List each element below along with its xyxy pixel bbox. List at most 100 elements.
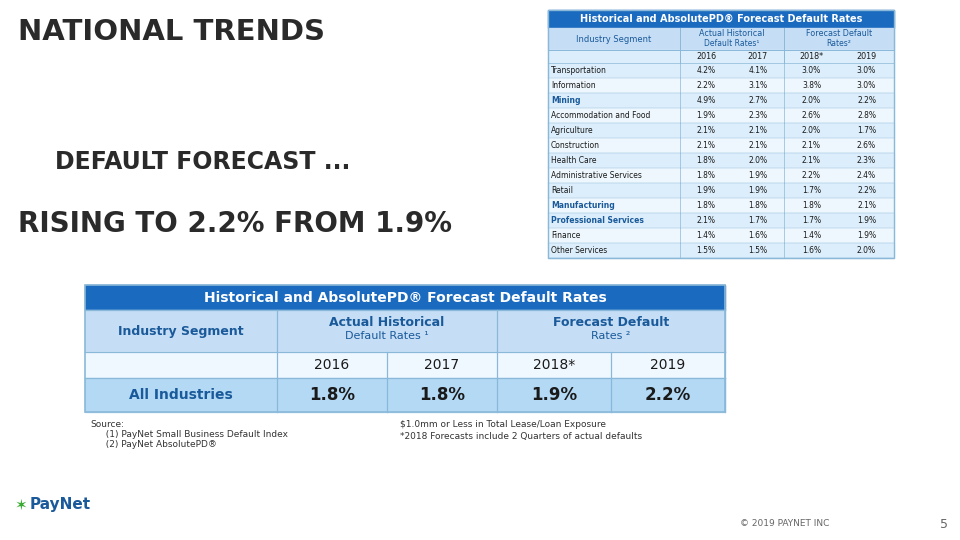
Text: Transportation: Transportation <box>551 66 607 75</box>
Text: Construction: Construction <box>551 141 600 150</box>
Bar <box>548 10 894 28</box>
Text: 1.8%: 1.8% <box>802 201 821 210</box>
Text: Rates ²: Rates ² <box>591 331 631 341</box>
Text: 1.9%: 1.9% <box>696 111 715 120</box>
Text: © 2019 PAYNET INC: © 2019 PAYNET INC <box>740 519 829 529</box>
Text: 2.1%: 2.1% <box>749 126 767 135</box>
Bar <box>548 93 894 108</box>
Text: PayNet: PayNet <box>30 497 91 512</box>
Text: Source:: Source: <box>90 420 124 429</box>
Text: 2.1%: 2.1% <box>697 141 715 150</box>
Text: 1.5%: 1.5% <box>696 246 715 255</box>
Text: Health Care: Health Care <box>551 156 596 165</box>
Text: 2.1%: 2.1% <box>697 126 715 135</box>
Text: 2018*: 2018* <box>533 358 575 372</box>
Text: 1.9%: 1.9% <box>857 216 876 225</box>
Text: 2.1%: 2.1% <box>857 201 876 210</box>
Text: 2.6%: 2.6% <box>857 141 876 150</box>
Bar <box>548 213 894 228</box>
Text: (1) PayNet Small Business Default Index: (1) PayNet Small Business Default Index <box>100 430 288 439</box>
Text: 2019: 2019 <box>650 358 685 372</box>
Text: 2.0%: 2.0% <box>802 126 821 135</box>
Text: RISING TO 2.2% FROM 1.9%: RISING TO 2.2% FROM 1.9% <box>18 210 452 238</box>
Bar <box>548 10 894 258</box>
Text: 2019: 2019 <box>856 52 876 61</box>
Text: Actual Historical: Actual Historical <box>329 315 444 328</box>
Text: Manufacturing: Manufacturing <box>551 201 614 210</box>
Text: Actual Historical: Actual Historical <box>699 30 765 38</box>
Text: 2.1%: 2.1% <box>802 141 821 150</box>
Text: Forecast Default: Forecast Default <box>806 30 872 38</box>
Text: 2.1%: 2.1% <box>697 216 715 225</box>
Text: Rates²: Rates² <box>827 38 852 48</box>
Bar <box>85 310 725 352</box>
Text: 1.8%: 1.8% <box>697 201 715 210</box>
Bar <box>548 168 894 183</box>
Bar <box>548 243 894 258</box>
Text: 4.1%: 4.1% <box>749 66 768 75</box>
Text: Forecast Default: Forecast Default <box>553 315 669 328</box>
Text: 1.7%: 1.7% <box>802 186 821 195</box>
Text: 1.9%: 1.9% <box>531 386 577 404</box>
Text: 1.4%: 1.4% <box>802 231 821 240</box>
Text: 5: 5 <box>940 517 948 530</box>
Bar <box>548 50 894 63</box>
Text: 2017: 2017 <box>424 358 460 372</box>
Text: 4.9%: 4.9% <box>696 96 715 105</box>
Text: Default Rates¹: Default Rates¹ <box>705 38 759 48</box>
Text: Information: Information <box>551 81 595 90</box>
Text: 1.8%: 1.8% <box>419 386 465 404</box>
Text: 2.0%: 2.0% <box>802 96 821 105</box>
Text: *2018 Forecasts include 2 Quarters of actual defaults: *2018 Forecasts include 2 Quarters of ac… <box>400 432 642 441</box>
Text: Default Rates ¹: Default Rates ¹ <box>346 331 429 341</box>
Text: 1.8%: 1.8% <box>697 156 715 165</box>
Text: 1.4%: 1.4% <box>696 231 715 240</box>
Bar <box>85 352 725 378</box>
Text: 1.8%: 1.8% <box>309 386 355 404</box>
Bar <box>85 285 725 310</box>
Text: 2.4%: 2.4% <box>857 171 876 180</box>
Text: 2.1%: 2.1% <box>802 156 821 165</box>
Bar <box>548 123 894 138</box>
Text: 2.2%: 2.2% <box>857 186 876 195</box>
Text: 1.7%: 1.7% <box>802 216 821 225</box>
Text: Administrative Services: Administrative Services <box>551 171 642 180</box>
Bar <box>548 228 894 243</box>
Text: 1.9%: 1.9% <box>857 231 876 240</box>
Text: (2) PayNet AbsolutePD®: (2) PayNet AbsolutePD® <box>100 440 217 449</box>
Text: 2.8%: 2.8% <box>857 111 876 120</box>
Bar <box>548 108 894 123</box>
Text: 3.8%: 3.8% <box>802 81 821 90</box>
Text: 2.2%: 2.2% <box>857 96 876 105</box>
Text: 3.1%: 3.1% <box>749 81 768 90</box>
Text: DEFAULT FORECAST ...: DEFAULT FORECAST ... <box>55 150 350 174</box>
Text: 1.6%: 1.6% <box>802 246 821 255</box>
Text: Agriculture: Agriculture <box>551 126 593 135</box>
Text: 1.8%: 1.8% <box>697 171 715 180</box>
Text: 2016: 2016 <box>696 52 716 61</box>
Bar <box>548 183 894 198</box>
Text: 2018*: 2018* <box>800 52 824 61</box>
Text: 1.7%: 1.7% <box>749 216 768 225</box>
Text: 3.0%: 3.0% <box>857 66 876 75</box>
Text: 1.8%: 1.8% <box>749 201 767 210</box>
Text: 1.9%: 1.9% <box>749 171 768 180</box>
Text: 2.2%: 2.2% <box>802 171 821 180</box>
Text: Professional Services: Professional Services <box>551 216 644 225</box>
Text: 2.2%: 2.2% <box>697 81 715 90</box>
Text: Retail: Retail <box>551 186 573 195</box>
Bar <box>548 63 894 78</box>
Bar <box>548 78 894 93</box>
Text: 1.9%: 1.9% <box>749 186 768 195</box>
Text: 2.2%: 2.2% <box>645 386 691 404</box>
Text: Finance: Finance <box>551 231 581 240</box>
Text: 2.3%: 2.3% <box>857 156 876 165</box>
Text: NATIONAL TRENDS: NATIONAL TRENDS <box>18 18 325 46</box>
Text: $1.0mm or Less in Total Lease/Loan Exposure: $1.0mm or Less in Total Lease/Loan Expos… <box>400 420 606 429</box>
Text: 2.7%: 2.7% <box>749 96 768 105</box>
Text: 2017: 2017 <box>748 52 768 61</box>
Text: Mining: Mining <box>551 96 581 105</box>
Bar <box>85 378 725 412</box>
Text: 1.7%: 1.7% <box>857 126 876 135</box>
Bar <box>548 153 894 168</box>
